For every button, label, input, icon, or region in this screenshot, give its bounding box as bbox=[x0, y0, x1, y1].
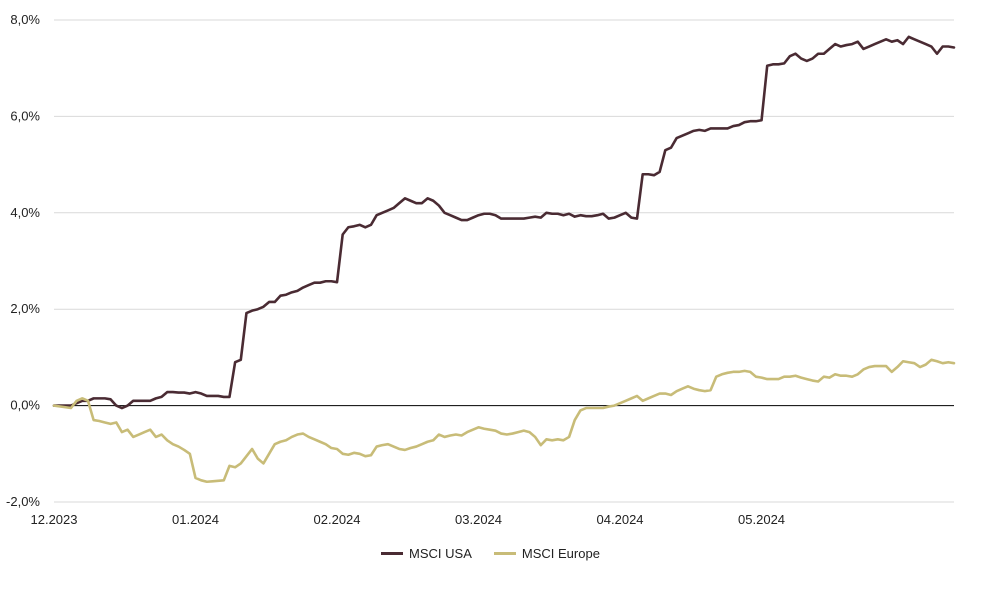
y-tick-label: -2,0% bbox=[6, 494, 40, 509]
x-tick-label: 05.2024 bbox=[738, 512, 785, 527]
y-tick-label: 4,0% bbox=[10, 205, 40, 220]
legend-swatch-msci-europe bbox=[493, 552, 516, 555]
y-tick-label: 8,0% bbox=[10, 12, 40, 27]
legend-label-msci-usa: MSCI USA bbox=[409, 546, 472, 561]
tick-labels: -2,0% 0,0% 2,0% 4,0% 6,0% 8,0% 12.2023 01.2024 0… bbox=[6, 12, 785, 527]
legend-item-msci-usa: MSCI USA bbox=[381, 546, 472, 561]
series-lines bbox=[52, 35, 956, 484]
legend: MSCI USA MSCI Europe bbox=[0, 546, 981, 561]
gridlines bbox=[54, 19, 954, 503]
x-tick-label: 04.2024 bbox=[597, 512, 644, 527]
y-tick-label: 2,0% bbox=[10, 301, 40, 316]
series-line-msci-europe bbox=[52, 358, 956, 484]
legend-label-msci-europe: MSCI Europe bbox=[521, 546, 600, 561]
x-tick-label: 02.2024 bbox=[314, 512, 361, 527]
y-tick-label: 0,0% bbox=[10, 398, 40, 413]
legend-item-msci-europe: MSCI Europe bbox=[493, 546, 600, 561]
line-chart: -2,0% 0,0% 2,0% 4,0% 6,0% 8,0% 12.2023 01.2024 0… bbox=[6, 12, 956, 527]
series-line-msci-usa bbox=[52, 35, 956, 410]
x-tick-label: 01.2024 bbox=[172, 512, 219, 527]
y-tick-label: 6,0% bbox=[10, 108, 40, 123]
legend-swatch-msci-usa bbox=[381, 552, 404, 555]
x-tick-label: 12.2023 bbox=[31, 512, 78, 527]
x-tick-label: 03.2024 bbox=[455, 512, 502, 527]
